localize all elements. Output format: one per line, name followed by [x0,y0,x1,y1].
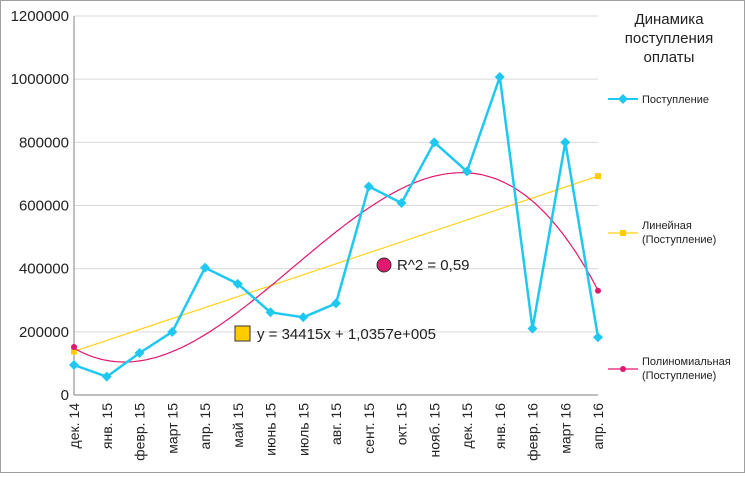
linear-trendline-end-marker [595,173,601,180]
data-point-1 [101,371,112,382]
data-point-3 [167,326,178,337]
data-point-9 [363,181,374,192]
trendline-equation: y = 34415x + 1,0357e+005 [257,326,436,343]
y-tick-label-5: 1000000 [11,71,69,88]
polynomial-trendline-end-marker [595,287,601,294]
legend-item-postuplenie[interactable]: Поступление [608,94,709,106]
polynomial-trendline-path [73,172,599,363]
x-tick-label-7: июль 15 [295,403,311,456]
linear-trendline-path [73,175,599,352]
x-axis-tick-labels: дек. 14 янв. 15 февр. 15 март 15 апр. 15 май … [66,403,606,461]
x-tick-label-5: май 15 [230,403,246,448]
data-point-5 [232,278,243,289]
x-tick-label-1: янв. 15 [99,403,115,449]
legend-label-polynomial-1: Полиномиальная [642,356,731,368]
series-postuplenie [69,71,603,382]
polynomial-trendline [71,172,601,363]
x-tick-label-10: окт. 15 [394,403,410,445]
legend-item-linear[interactable]: Линейная (Поступление) [608,220,716,246]
legend-label-linear-2: (Поступление) [642,234,716,246]
r-squared-marker [376,257,392,273]
x-tick-label-11: нояб. 15 [426,403,442,458]
x-tick-label-16: апр. 16 [590,403,606,450]
y-tick-label-0: 0 [61,387,69,404]
x-tick-label-12: дек. 15 [459,403,475,449]
data-point-12 [462,166,472,177]
data-point-16 [593,332,603,343]
y-axis-tick-labels: 0 200000 400000 600000 800000 1000000 1200000 [11,8,69,404]
x-tick-label-13: янв. 16 [492,403,508,449]
trendline-r-squared: R^2 = 0,59 [397,257,470,274]
linear-trendline [71,173,601,355]
data-point-8 [331,298,341,309]
data-point-7 [298,312,309,323]
x-tick-label-4: апр. 15 [197,403,213,450]
legend-marker-square [620,230,626,236]
x-tick-label-6: июнь 15 [263,403,279,456]
x-tick-label-9: сент. 15 [361,403,377,454]
data-point-6 [265,307,276,318]
data-point-10 [396,197,407,208]
x-tick-label-2: февр. 15 [132,403,148,461]
data-point-11 [429,137,440,148]
x-tick-label-15: март 16 [557,403,573,454]
y-tick-label-2: 400000 [19,261,69,278]
x-tick-label-0: дек. 14 [66,403,82,449]
y-tick-label-3: 600000 [19,198,69,215]
x-tick-label-8: авг. 15 [328,403,344,445]
chart-title-line-3: оплаты [644,49,695,66]
legend-label-polynomial-2: (Поступление) [642,370,716,382]
y-tick-label-6: 1200000 [11,8,69,25]
data-point-14 [527,323,538,334]
polynomial-trendline-start-marker [71,343,77,350]
equation-marker [234,325,251,342]
y-tick-label-4: 800000 [19,134,69,151]
data-point-0 [69,359,79,370]
legend-item-polynomial[interactable]: Полиномиальная (Поступление) [608,356,731,382]
legend-label-postuplenie: Поступление [642,94,709,106]
data-point-2 [134,347,145,358]
data-point-13 [494,71,505,82]
linear-trendline-start-marker [71,348,77,355]
trendline-annotations: y = 34415x + 1,0357e+005 R^2 = 0,59 [234,257,470,343]
chart-title: Динамика поступления оплаты [625,11,714,66]
chart-title-line-2: поступления [625,30,714,47]
axes [73,16,598,396]
data-point-15 [560,137,571,148]
x-tick-label-14: февр. 16 [525,403,541,461]
legend-marker-circle [620,366,626,372]
legend: Поступление Линейная (Поступление) Полин… [608,94,731,382]
chart-title-line-1: Динамика [634,11,704,28]
legend-marker-diamond [618,94,628,104]
x-tick-label-3: март 15 [164,403,180,454]
y-tick-label-1: 200000 [19,324,69,341]
data-point-4 [200,262,210,273]
legend-label-linear-1: Линейная [642,220,692,232]
gridlines [74,15,598,396]
